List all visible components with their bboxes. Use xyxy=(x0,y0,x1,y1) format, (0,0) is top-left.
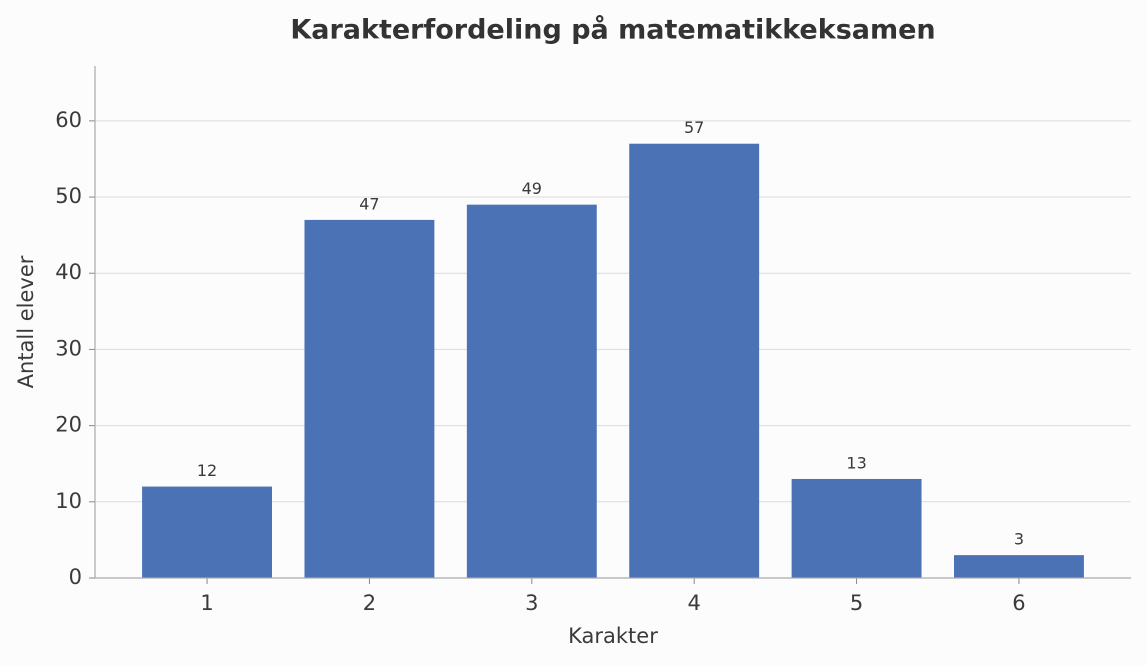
value-label: 12 xyxy=(197,461,217,480)
y-tick-label: 30 xyxy=(55,336,82,360)
x-tick-label: 4 xyxy=(688,591,701,615)
y-tick-label: 20 xyxy=(55,413,82,437)
value-label: 3 xyxy=(1014,530,1024,549)
x-tick-label: 3 xyxy=(525,591,538,615)
chart-title: Karakterfordeling på matematikkeksamen xyxy=(290,14,935,46)
y-tick-label: 0 xyxy=(69,565,82,589)
bar xyxy=(142,486,272,578)
y-tick-label: 60 xyxy=(55,108,82,132)
bar xyxy=(629,143,760,578)
y-tick-label: 10 xyxy=(55,489,82,513)
value-label: 47 xyxy=(359,194,379,213)
bar xyxy=(954,555,1084,578)
x-tick-label: 6 xyxy=(1012,591,1025,615)
value-label: 49 xyxy=(522,179,542,198)
x-axis-label: Karakter xyxy=(568,624,658,648)
x-tick-label: 1 xyxy=(200,591,213,615)
y-tick-label: 50 xyxy=(55,184,82,208)
y-axis-label: Antall elever xyxy=(14,255,38,388)
value-label: 57 xyxy=(684,118,704,137)
value-label: 13 xyxy=(846,453,866,472)
x-tick-label: 5 xyxy=(850,591,863,615)
x-tick-label: 2 xyxy=(363,591,376,615)
bar xyxy=(466,204,597,578)
bar xyxy=(304,219,435,578)
bar xyxy=(791,478,922,578)
y-tick-label: 40 xyxy=(55,260,82,284)
